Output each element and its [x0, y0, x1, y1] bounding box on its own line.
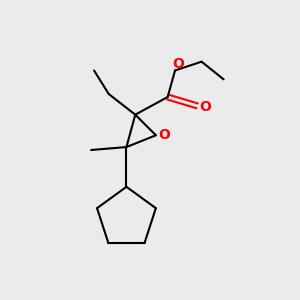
Text: O: O — [158, 128, 170, 142]
Text: O: O — [200, 100, 211, 114]
Text: O: O — [172, 57, 184, 71]
